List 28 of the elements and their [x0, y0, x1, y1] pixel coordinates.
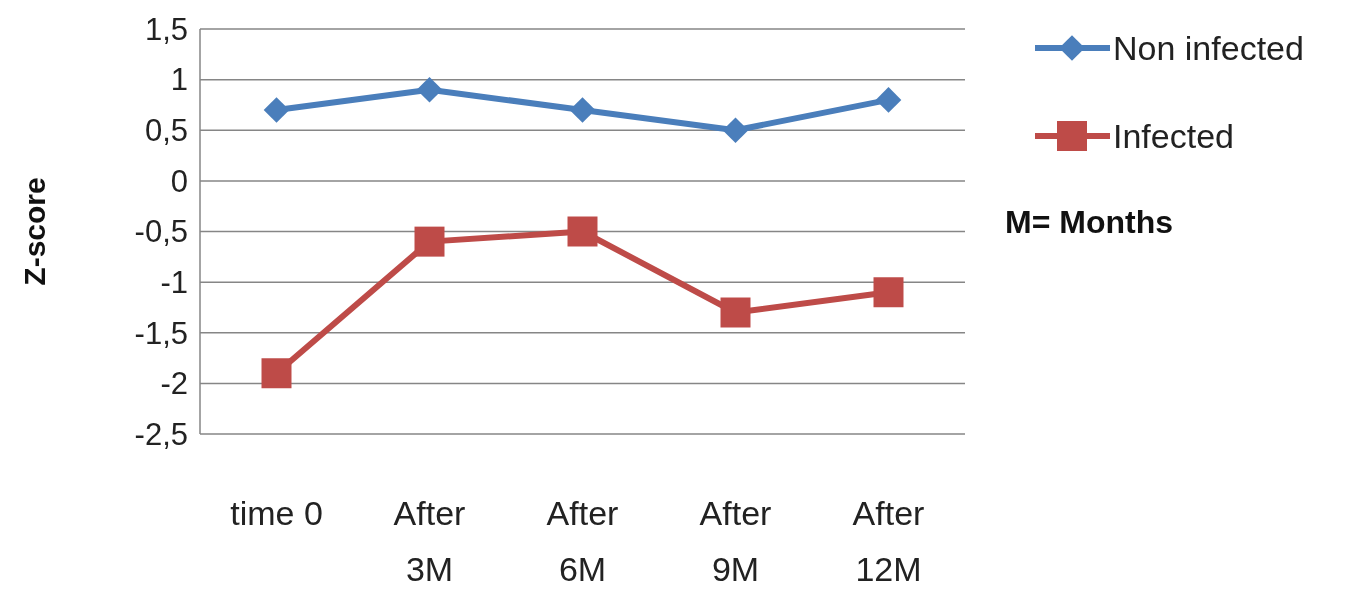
x-tick-label: time 0	[230, 494, 323, 532]
x-tick-label: After 3M	[393, 494, 466, 588]
y-axis-title: Z-score	[18, 177, 51, 286]
x-tick-label: After 9M	[699, 494, 772, 588]
legend-label: Infected	[1113, 116, 1234, 155]
point	[414, 226, 445, 257]
point	[569, 97, 596, 123]
text: M= Months	[1005, 204, 1173, 241]
x-tick-label: After 6M	[546, 494, 619, 588]
point	[720, 297, 751, 328]
point	[873, 277, 904, 308]
y-tick-label: -2	[160, 366, 188, 402]
point	[567, 216, 598, 247]
point	[875, 87, 902, 113]
point	[263, 97, 290, 123]
point	[261, 358, 292, 389]
y-tick-label: 1	[170, 62, 188, 98]
y-tick-label: 1,5	[144, 11, 188, 47]
y-tick-label: -0,5	[134, 214, 188, 250]
point	[722, 117, 749, 144]
legend-label: Non infected	[1113, 28, 1304, 67]
y-tick-label: -2,5	[134, 416, 188, 452]
point	[416, 76, 443, 103]
y-tick-label: 0	[170, 163, 188, 199]
y-tick-label: -1,5	[134, 315, 188, 351]
x-tick-label: After 12M	[852, 494, 925, 588]
y-tick-label: 0,5	[144, 113, 188, 149]
y-tick-label: -1	[160, 264, 188, 300]
